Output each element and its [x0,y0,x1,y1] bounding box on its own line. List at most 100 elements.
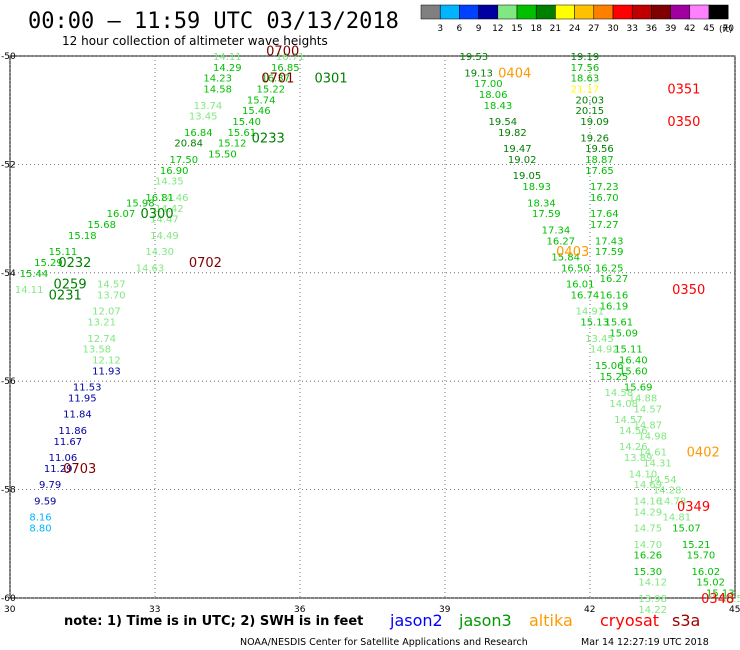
swh-value: 19.19 [571,52,600,63]
swh-value: 15.21 [682,540,711,551]
swh-value: 15.13 [580,318,609,329]
swh-value: 17.59 [595,247,624,258]
swh-value: 16.26 [634,551,663,562]
x-tick-label: 36 [294,605,306,615]
swh-value: 18.43 [484,101,513,112]
swh-value: 14.10 [629,469,658,480]
scale-swatch [459,4,479,20]
swh-value: 14.23 [203,74,232,85]
swh-value: 12.07 [92,307,121,318]
scale-swatch [516,4,537,20]
swh-value: 14.78 [658,496,687,507]
swh-value: 16.25 [595,263,624,274]
swh-value: 15.40 [232,117,261,128]
swh-value: 18.34 [527,198,556,209]
scale-swatch [574,4,595,20]
swh-value: 15.02 [696,578,725,589]
swh-value: 16.27 [547,236,576,247]
swh-value: 15.11 [614,345,643,356]
swh-value: 13.74 [194,101,223,112]
time-label: 0233 [252,131,285,146]
scale-swatch [708,4,729,20]
swh-value: 15.09 [609,328,638,339]
swh-value: 14.81 [663,513,692,524]
scale-swatch [439,4,460,20]
swh-value: 16.19 [600,301,629,312]
swh-value: 15.11 [49,247,78,258]
swh-value: 16.40 [619,356,648,367]
time-label: 0350 [667,115,700,130]
x-tick-label: 33 [149,605,160,615]
swh-value: 17.59 [532,209,561,220]
swh-value: 14.47 [150,215,179,226]
swh-value: 14.75 [634,524,663,535]
footer-credit: NOAA/NESDIS Center for Satellite Applica… [240,637,528,648]
swh-value: 17.56 [571,63,600,74]
y-tick-label: -60 [1,594,16,604]
time-label: 0703 [63,462,96,477]
swh-value: 19.53 [460,52,489,63]
swh-value: 17.65 [585,166,614,177]
swh-value: 14.98 [638,431,667,442]
swh-value: 14.57 [97,280,126,291]
swh-value: 19.02 [508,155,537,166]
swh-value: 14.58 [605,388,634,399]
footer-note: note: 1) Time is in UTC; 2) SWH is in fe… [64,614,363,629]
scale-label: 33 [626,24,637,34]
swh-value: 16.07 [107,209,136,220]
swh-value: 19.54 [489,117,518,128]
swh-value: 15.74 [247,95,276,106]
swh-value: 13.45 [189,112,218,123]
swh-value: 18.63 [571,74,600,85]
y-axis-ticks: -50 -52 -54 -56 -58 -60 [1,52,16,604]
time-label: 0403 [556,245,589,260]
plot-frame [9,55,736,599]
scale-swatch [497,4,518,20]
swh-value: 11.93 [92,366,121,377]
scale-swatch [651,4,671,20]
swh-value: 14.54 [648,475,677,486]
chart-subtitle: 12 hour collection of altimeter wave hei… [62,34,328,48]
swh-value: 14.57 [614,415,643,426]
y-tick-label: -56 [1,377,16,387]
swh-value: 13.21 [87,318,116,329]
color-scale [420,4,729,20]
scale-label: 30 [607,24,619,34]
x-axis-ticks: 30 33 36 39 42 45 [4,605,740,615]
scale-label: 6 [457,24,463,34]
scale-label: 18 [530,24,542,34]
satellite-legend-item: altika [529,611,573,630]
scale-label: 12 [492,24,503,34]
swh-value: 15.61 [605,318,634,329]
swh-value: 19.82 [498,128,527,139]
time-label: 0232 [58,256,91,271]
scale-label: 3 [437,24,443,34]
scale-swatch [478,4,499,20]
swh-value: 12.74 [87,334,116,345]
scale-label: 42 [684,24,695,34]
swh-value: 14.61 [638,448,667,459]
scale-label: 27 [588,24,599,34]
swh-value: 15.07 [672,524,701,535]
time-label: 0402 [687,446,720,461]
swh-value: 14.11 [15,285,44,296]
swh-value: 17.23 [590,182,619,193]
swh-value: 16.84 [184,128,213,139]
swh-value: 16.16 [600,290,629,301]
scale-swatch [593,4,614,20]
swh-value: 11.29 [44,464,73,475]
y-tick-label: -52 [1,160,16,170]
swh-value: 14.26 [619,442,648,453]
swh-value: 19.26 [580,133,609,144]
swh-value: 18.93 [522,182,551,193]
swh-value: 14.87 [634,421,663,432]
scale-swatch [555,4,575,20]
scale-swatch [631,4,652,20]
swh-value: 16.74 [571,290,600,301]
swh-value: 14.29 [213,63,242,74]
swh-value: 14.08 [609,399,638,410]
swh-value: 15.06 [595,361,624,372]
swh-value: 21.17 [571,85,600,96]
swh-value: 15.25 [600,372,629,383]
